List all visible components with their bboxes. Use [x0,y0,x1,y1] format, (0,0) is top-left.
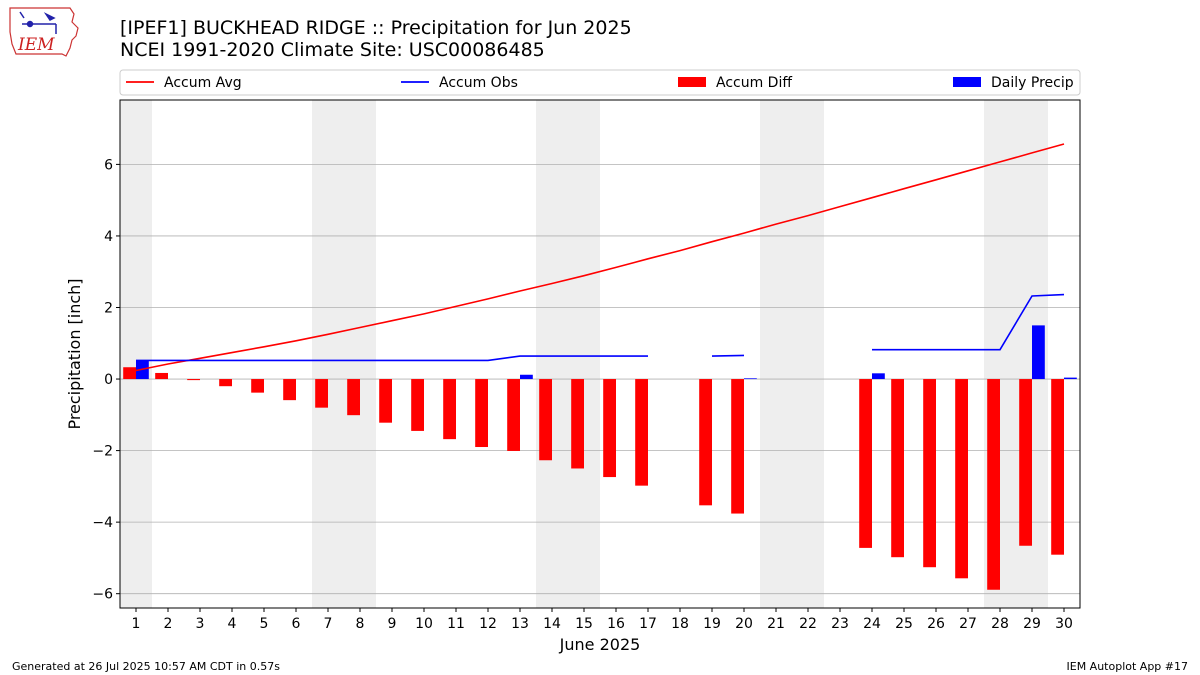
accum-diff-bar [923,379,936,568]
plot-frame [119,99,1081,609]
accum-obs-line [136,355,648,362]
weekend-shade [536,100,600,608]
accum-diff-bar [699,379,712,506]
accum-diff-bar [1019,379,1032,546]
weekend-shade [312,100,376,608]
accum-diff-bar [219,379,232,387]
accum-diff-bar [411,379,424,431]
legend-swatch-bar [678,77,706,87]
x-tick-label: 6 [292,616,301,632]
accum-diff-bar [955,379,968,579]
x-tick-label: 23 [831,616,849,632]
accum-diff-bar [347,379,360,416]
daily-precip-bar [1064,377,1077,380]
accum-diff-bar [379,379,392,423]
iem-logo: IEM [9,7,79,57]
legend-label: Daily Precip [991,75,1074,91]
accum-diff-bar [123,367,136,380]
accum-diff-bar [283,379,296,401]
accum-diff-bar [891,379,904,558]
x-tick-label: 13 [511,616,529,632]
x-tick-label: 1 [132,616,141,632]
accum-diff-bar [1051,379,1064,555]
y-tick-label: 6 [104,157,113,173]
x-tick-label: 9 [388,616,397,632]
x-tick-label: 27 [959,616,977,632]
y-tick-label: 2 [104,300,113,316]
x-tick-label: 25 [895,616,913,632]
x-tick-label: 15 [575,616,593,632]
x-tick-label: 24 [863,616,881,632]
accum-obs-line [872,293,1065,351]
y-tick-label: −4 [92,515,113,531]
accum-diff-bar [187,379,200,381]
x-tick-label: 20 [735,616,753,632]
app-credit: IEM Autoplot App #17 [1066,660,1189,673]
legend-box [119,69,1081,96]
x-tick-label: 21 [767,616,785,632]
iowa-map-outline [9,7,79,57]
accum-diff-bar [443,379,456,440]
x-tick-label: 7 [324,616,333,632]
x-tick-label: 4 [228,616,237,632]
accum-diff-bar [507,379,520,451]
x-axis-label: June 2025 [559,635,641,654]
y-tick-label: −6 [92,587,113,603]
weather-station-icon [19,11,57,34]
legend-label: Accum Avg [164,75,242,91]
x-tick-label: 28 [991,616,1009,632]
y-tick-label: −2 [92,444,113,460]
x-tick-label: 12 [479,616,497,632]
x-tick-label: 22 [799,616,817,632]
x-tick-label: 14 [543,616,561,632]
generated-timestamp: Generated at 26 Jul 2025 10:57 AM CDT in… [12,660,280,673]
daily-precip-bar [872,373,885,380]
y-axis-label: Precipitation [inch] [65,278,84,429]
accum-diff-bar [859,379,872,548]
legend-label: Accum Diff [716,75,792,91]
accum-diff-bar [251,379,264,393]
chart-subtitle: NCEI 1991-2020 Climate Site: USC00086485 [120,39,545,61]
y-tick-label: 0 [104,372,113,388]
accum-diff-bar [635,379,648,486]
x-tick-label: 2 [164,616,173,632]
x-tick-label: 10 [415,616,433,632]
daily-precip-bar [744,378,757,380]
x-tick-label: 19 [703,616,721,632]
x-tick-label: 30 [1055,616,1073,632]
daily-precip-bar [520,374,533,380]
y-tick-label: 4 [104,229,113,245]
x-tick-label: 5 [260,616,269,632]
x-tick-label: 18 [671,616,689,632]
accum-diff-bar [475,379,488,448]
accum-diff-bar [315,379,328,408]
chart-title: [IPEF1] BUCKHEAD RIDGE :: Precipitation … [120,17,632,39]
accum-diff-bar [155,372,168,380]
legend-swatch-bar [953,77,981,87]
iem-logo-text: IEM [17,35,55,55]
accum-avg-line [135,143,1065,372]
accum-diff-bar [987,379,1000,590]
accum-diff-bar [603,379,616,478]
x-tick-label: 11 [447,616,465,632]
weekend-shade [120,100,152,608]
x-tick-label: 26 [927,616,945,632]
accum-diff-bar [539,379,552,461]
x-tick-label: 3 [196,616,205,632]
x-tick-label: 8 [356,616,365,632]
legend-label: Accum Obs [439,75,518,91]
accum-obs-line [711,354,745,357]
x-tick-label: 16 [607,616,625,632]
accum-diff-bar [731,379,744,514]
x-tick-label: 17 [639,616,657,632]
daily-precip-bar [1032,325,1045,380]
x-tick-label: 29 [1023,616,1041,632]
weekend-shade [760,100,824,608]
accum-diff-bar [571,379,584,469]
